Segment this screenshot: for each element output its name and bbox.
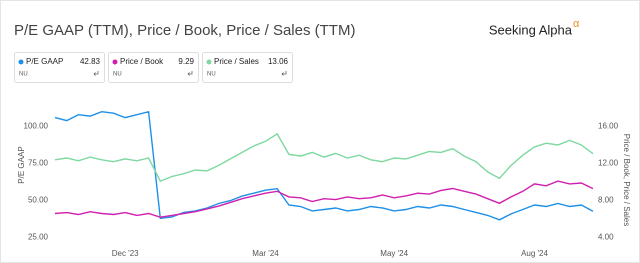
legend-value: 9.29 xyxy=(178,57,194,66)
legend-dot xyxy=(18,59,24,65)
y2-axis-label: Price / Book, Price / Sales xyxy=(622,134,631,226)
legend-dot xyxy=(112,59,118,65)
legend-card xyxy=(108,52,199,83)
legend-ticker: NU xyxy=(19,72,28,78)
chart-title: P/E GAAP (TTM), Price / Book, Price / Sa… xyxy=(14,22,355,39)
legend-name: Price / Book xyxy=(120,57,164,66)
series-line xyxy=(54,180,594,218)
y-tick-label: 25.00 xyxy=(28,233,49,242)
x-tick-label: Dec '23 xyxy=(112,249,139,258)
legend-value: 42.83 xyxy=(80,57,101,66)
legend-name: Price / Sales xyxy=(214,57,259,66)
y2-tick-label: 12.00 xyxy=(598,159,619,168)
logo-mark: α xyxy=(573,18,580,30)
legend-ticker: NU xyxy=(207,72,216,78)
legend-dot xyxy=(206,59,212,65)
legend-card xyxy=(202,52,293,83)
legend-icon xyxy=(281,71,287,76)
y2-tick-label: 4.00 xyxy=(598,233,614,242)
legend-icon xyxy=(187,71,193,76)
legend-ticker: NU xyxy=(113,72,122,78)
y-tick-label: 75.00 xyxy=(28,159,49,168)
y2-tick-label: 8.00 xyxy=(598,196,614,205)
x-tick-label: Aug '24 xyxy=(521,249,548,258)
series-line xyxy=(54,132,594,182)
series-line xyxy=(54,110,594,221)
x-tick-label: Mar '24 xyxy=(252,249,279,258)
x-tick-label: May '24 xyxy=(380,249,408,258)
legend-card xyxy=(14,52,105,83)
logo: Seeking Alpha xyxy=(489,22,573,37)
legend-value: 13.06 xyxy=(268,57,289,66)
legend-name: P/E GAAP xyxy=(26,57,63,66)
y-tick-label: 100.00 xyxy=(24,122,49,131)
legend-icon xyxy=(93,71,99,76)
y2-tick-label: 16.00 xyxy=(598,122,619,131)
y-tick-label: 50.00 xyxy=(28,196,49,205)
y-axis-label: P/E GAAP xyxy=(17,146,26,183)
